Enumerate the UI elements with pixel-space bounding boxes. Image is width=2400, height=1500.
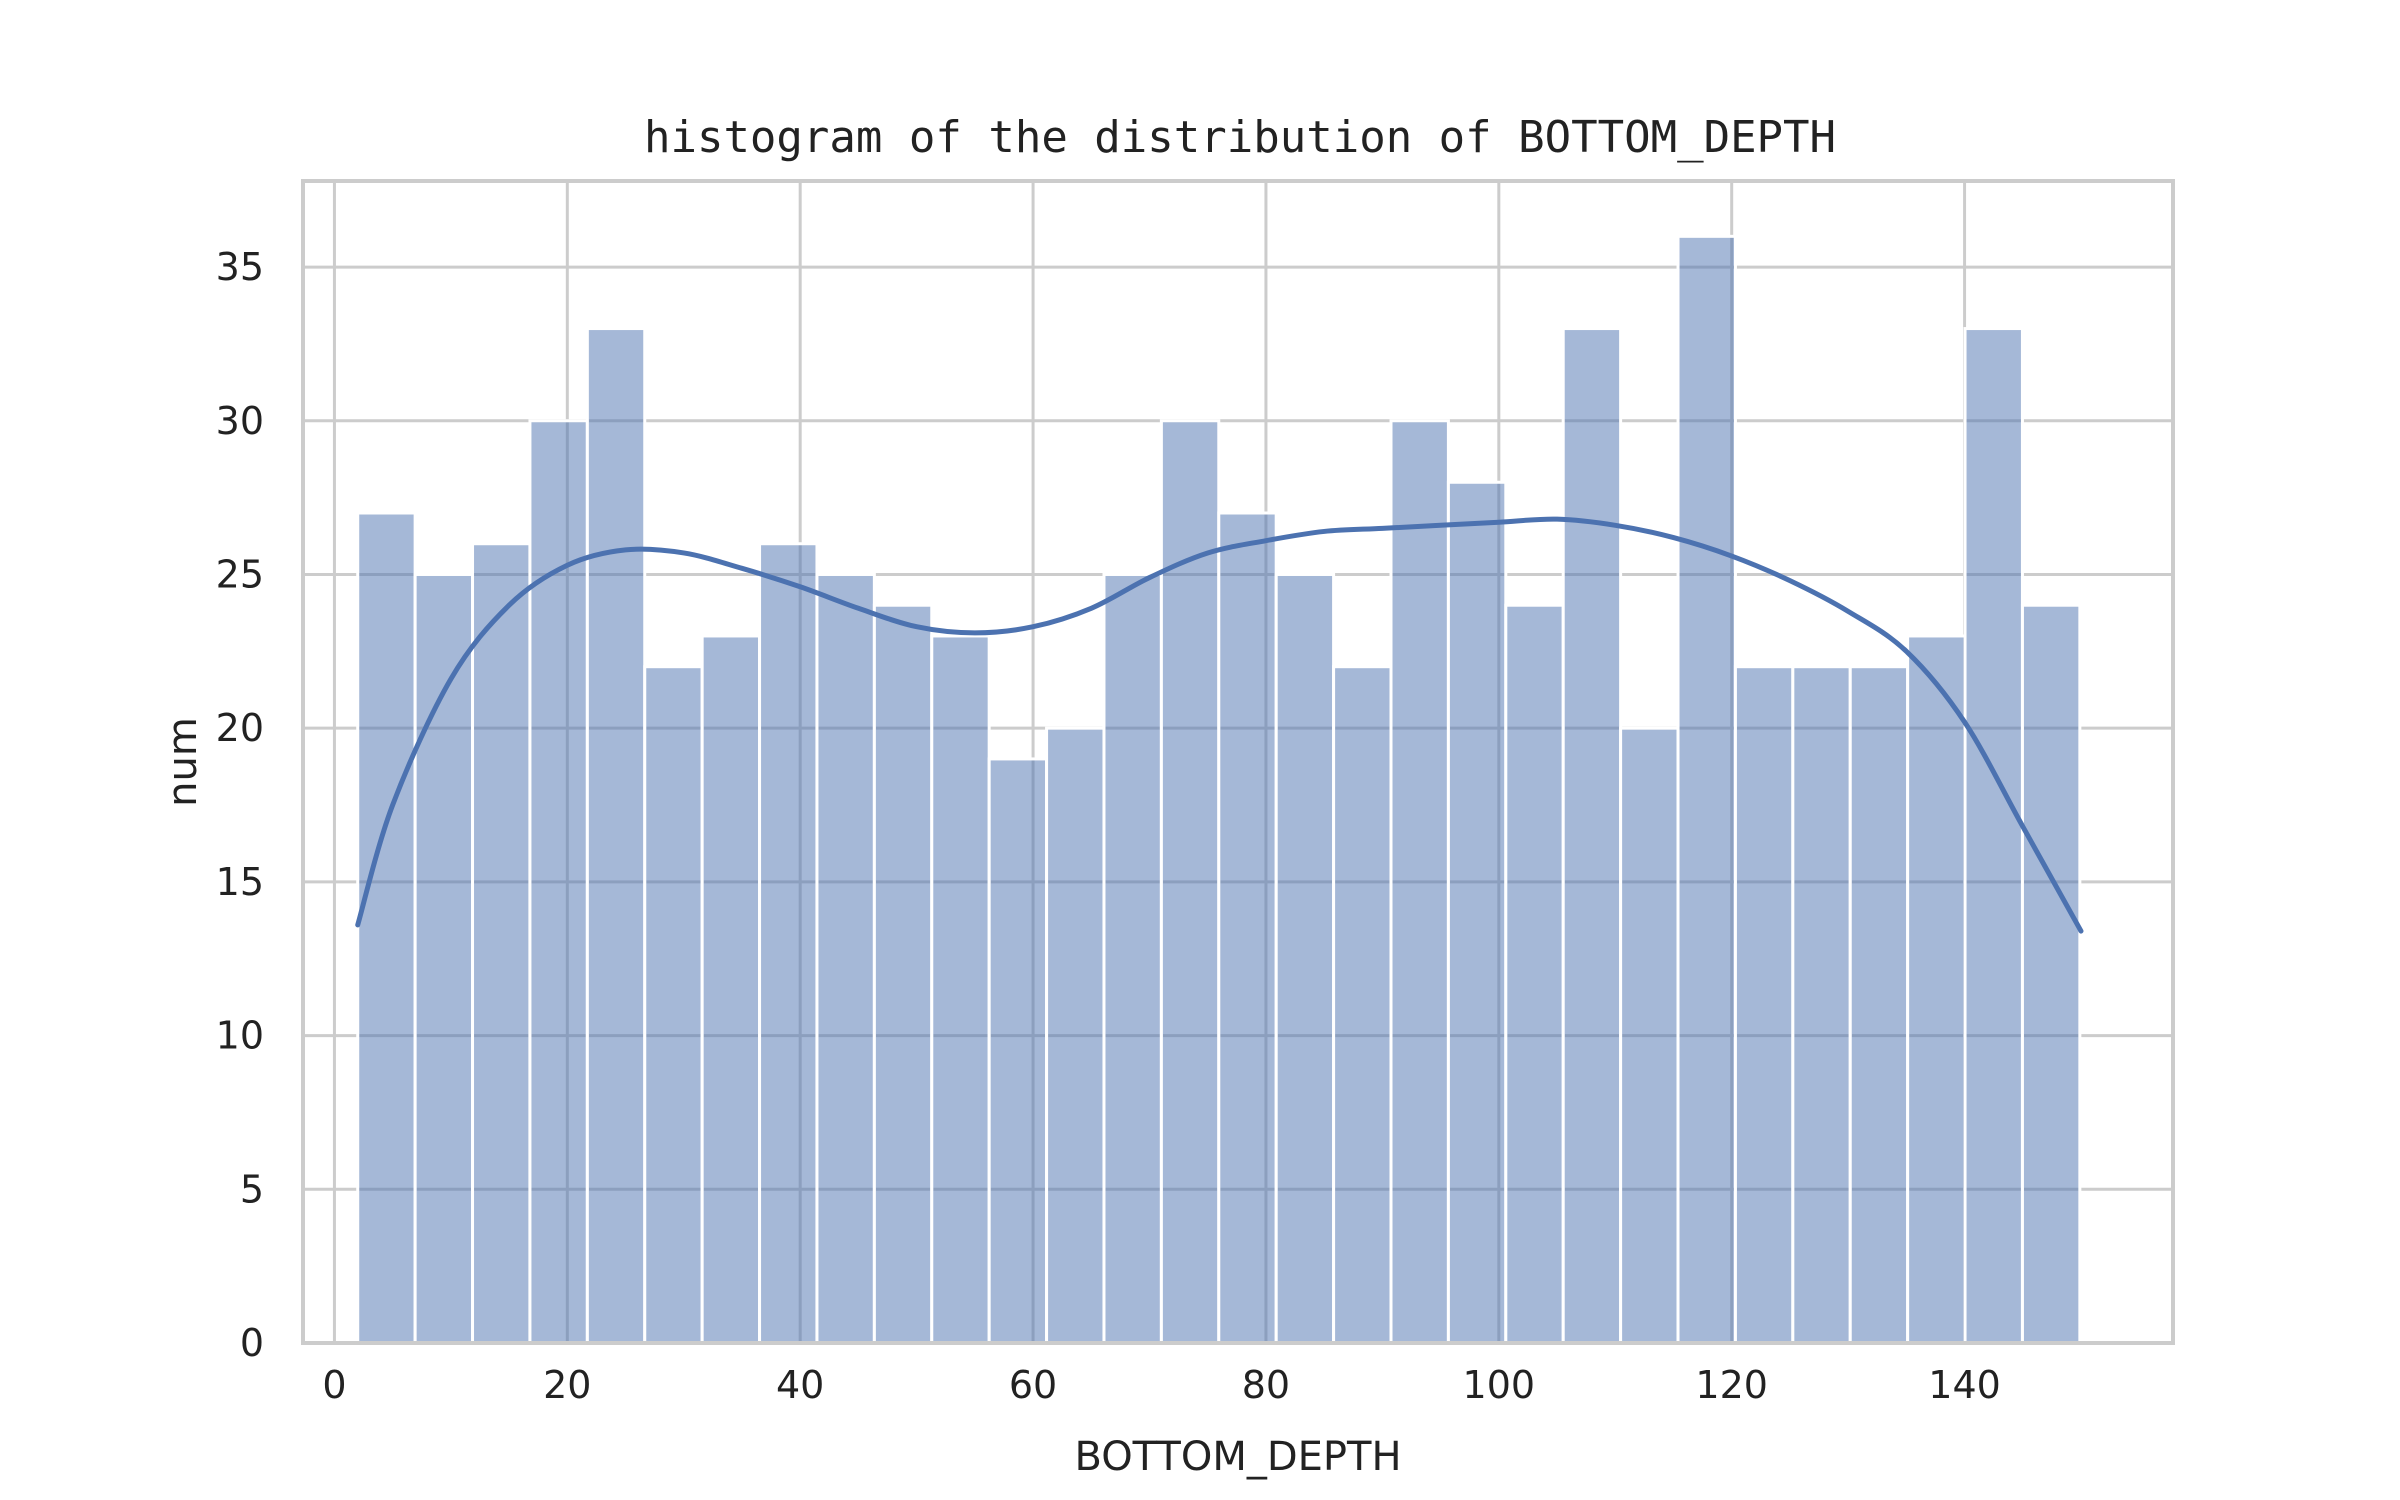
y-axis-ticks: 0 5 10 15 20 25 30 35 <box>216 245 264 1365</box>
y-tick-label-4: 20 <box>216 706 264 750</box>
x-tick-label-3: 60 <box>1009 1363 1057 1407</box>
histogram-bar-11 <box>987 757 1049 1345</box>
histogram-bar-16 <box>1274 572 1336 1345</box>
histogram-bar-2 <box>471 542 532 1345</box>
histogram-bar-29 <box>2020 603 2082 1345</box>
y-tick-label-3: 15 <box>216 860 264 904</box>
x-tick-label-2: 40 <box>776 1363 824 1407</box>
histogram-bar-19 <box>1446 480 1508 1345</box>
y-tick-label-7: 35 <box>216 245 264 289</box>
histogram-bar-15 <box>1217 511 1278 1345</box>
x-axis-ticks: 0 20 40 60 80 100 120 140 <box>322 1363 2000 1407</box>
histogram-bar-25 <box>1791 665 1852 1345</box>
histogram-bar-6 <box>700 634 762 1345</box>
histogram-bar-8 <box>815 572 876 1345</box>
x-tick-label-4: 80 <box>1242 1363 1290 1407</box>
histogram-bar-17 <box>1332 665 1393 1345</box>
histogram-bar-18 <box>1389 419 1450 1345</box>
histogram-bar-22 <box>1619 726 1680 1345</box>
y-tick-label-5: 25 <box>216 552 264 596</box>
histogram-bar-10 <box>930 634 991 1345</box>
x-tick-label-1: 20 <box>543 1363 591 1407</box>
histogram-bar-24 <box>1733 665 1795 1345</box>
histogram-bar-7 <box>758 542 819 1345</box>
x-axis-label: BOTTOM_DEPTH <box>1074 1434 1401 1480</box>
histogram-bar-26 <box>1848 665 1910 1345</box>
histogram-bar-12 <box>1045 726 1106 1345</box>
histogram-bar-27 <box>1906 634 1967 1345</box>
histogram-bar-21 <box>1561 327 1623 1345</box>
x-tick-label-0: 0 <box>322 1363 346 1407</box>
histogram-bar-5 <box>643 665 704 1345</box>
histogram-bar-20 <box>1504 603 1565 1345</box>
y-tick-label-1: 5 <box>240 1167 264 1211</box>
kde-curve <box>355 516 2084 934</box>
histogram-bar-23 <box>1676 234 1737 1345</box>
histogram-bar-28 <box>1963 327 2024 1345</box>
histogram-bar-4 <box>585 327 647 1345</box>
y-tick-label-2: 10 <box>216 1014 264 1058</box>
histogram-bar-0 <box>356 511 417 1345</box>
x-tick-label-5: 100 <box>1463 1363 1536 1407</box>
histogram-bar-9 <box>872 603 934 1345</box>
plot-frame <box>301 179 2175 1345</box>
y-tick-label-6: 30 <box>216 399 264 443</box>
chart-title: histogram of the distribution of BOTTOM_… <box>644 112 1836 163</box>
y-axis-label: num <box>160 717 206 807</box>
x-tick-label-6: 120 <box>1695 1363 1768 1407</box>
histogram-bars <box>356 234 2082 1345</box>
y-tick-label-0: 0 <box>240 1321 264 1365</box>
histogram-bar-13 <box>1102 572 1163 1345</box>
x-tick-label-7: 140 <box>1928 1363 2001 1407</box>
